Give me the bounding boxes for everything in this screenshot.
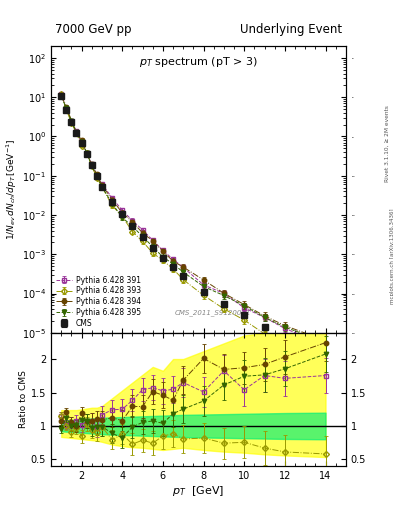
Text: mcplots.cern.ch [arXiv:1306.3436]: mcplots.cern.ch [arXiv:1306.3436] — [390, 208, 393, 304]
Text: $p_T$ spectrum (pT > 3): $p_T$ spectrum (pT > 3) — [139, 55, 258, 69]
Y-axis label: Ratio to CMS: Ratio to CMS — [19, 370, 28, 429]
Y-axis label: $1/N_{ev}\,dN_{ch}/dp_T\,[\mathrm{GeV}^{-1}]$: $1/N_{ev}\,dN_{ch}/dp_T\,[\mathrm{GeV}^{… — [5, 139, 19, 240]
Text: Underlying Event: Underlying Event — [240, 23, 342, 36]
X-axis label: $p_T$  [GeV]: $p_T$ [GeV] — [173, 483, 224, 498]
Text: 7000 GeV pp: 7000 GeV pp — [55, 23, 132, 36]
Legend: Pythia 6.428 391, Pythia 6.428 393, Pythia 6.428 394, Pythia 6.428 395, CMS: Pythia 6.428 391, Pythia 6.428 393, Pyth… — [54, 274, 142, 330]
Text: CMS_2011_S9120041: CMS_2011_S9120041 — [175, 309, 252, 315]
Text: Rivet 3.1.10, ≥ 2M events: Rivet 3.1.10, ≥ 2M events — [385, 105, 389, 182]
